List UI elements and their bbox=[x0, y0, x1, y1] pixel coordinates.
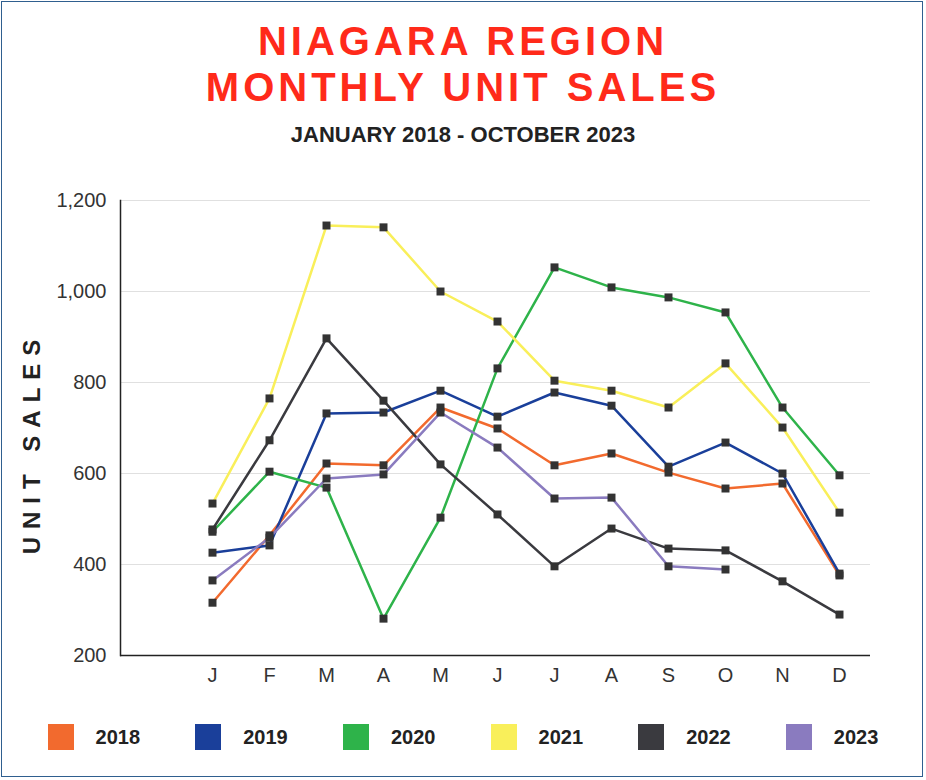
svg-text:A: A bbox=[605, 664, 619, 686]
html-text:2018: 2018 bbox=[95, 725, 141, 748]
svg-text:A: A bbox=[377, 664, 391, 686]
svg-text:1,200: 1,200 bbox=[56, 189, 106, 211]
html-text:2021: 2021 bbox=[538, 725, 583, 748]
svg-text:J: J bbox=[208, 664, 218, 686]
html-text:UNIT SALES: UNIT SALES bbox=[18, 331, 45, 555]
html-text:NIAGARA REGION MONTHLY UNIT SA: NIAGARA REGION MONTHLY UNIT SALES bbox=[205, 19, 721, 109]
svg-text:M: M bbox=[432, 664, 449, 686]
svg-text:200: 200 bbox=[73, 644, 106, 666]
svg-text:600: 600 bbox=[73, 462, 106, 484]
svg-text:S: S bbox=[662, 664, 675, 686]
svg-text:400: 400 bbox=[73, 553, 106, 575]
svg-text:M: M bbox=[318, 664, 335, 686]
svg-text:1,000: 1,000 bbox=[56, 280, 106, 302]
html-text:JANUARY 2018 - OCTOBER 2023: JANUARY 2018 - OCTOBER 2023 bbox=[290, 122, 636, 147]
svg-text:D: D bbox=[832, 664, 846, 686]
svg-text:J: J bbox=[550, 664, 560, 686]
html-text:2019: 2019 bbox=[243, 725, 288, 748]
svg-text:J: J bbox=[493, 664, 503, 686]
svg-text:O: O bbox=[718, 664, 734, 686]
html-text:2023: 2023 bbox=[833, 725, 879, 748]
svg-text:N: N bbox=[775, 664, 789, 686]
svg-text:F: F bbox=[263, 664, 275, 686]
svg-text:800: 800 bbox=[73, 371, 106, 393]
html-text:2022: 2022 bbox=[686, 725, 731, 748]
html-text:2020: 2020 bbox=[390, 725, 436, 748]
